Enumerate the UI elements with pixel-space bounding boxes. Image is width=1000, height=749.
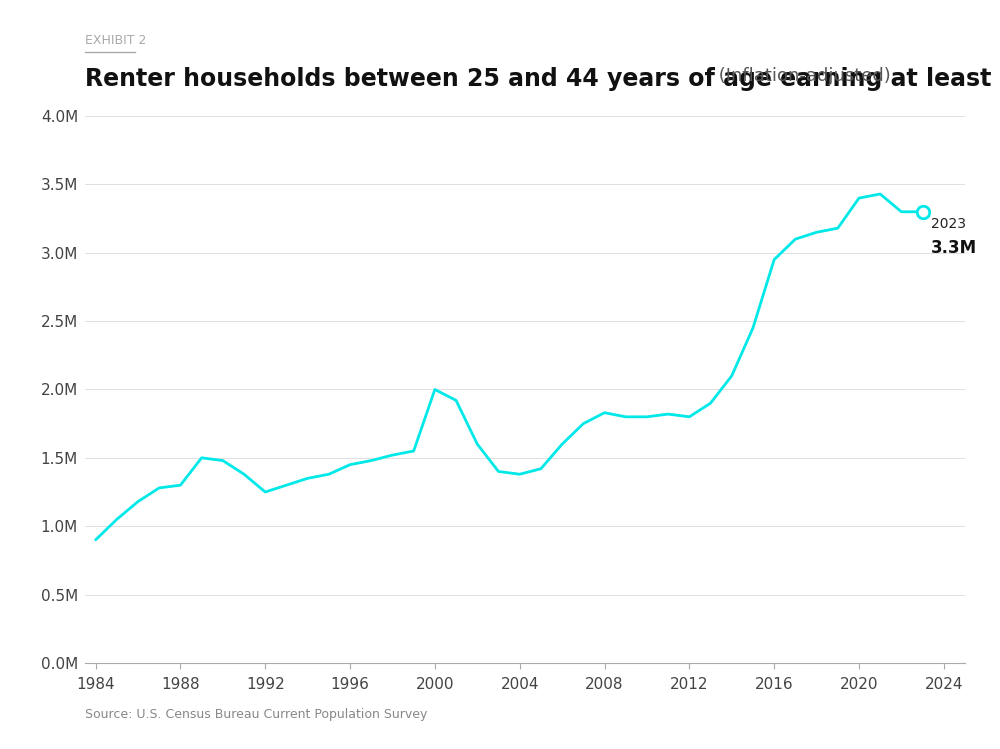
Text: Renter households between 25 and 44 years of age earning at least $75,000: Renter households between 25 and 44 year…	[85, 67, 1000, 91]
Text: 2023: 2023	[931, 217, 966, 231]
Text: (Inflation-adjusted): (Inflation-adjusted)	[713, 67, 891, 85]
Text: EXHIBIT 2: EXHIBIT 2	[85, 34, 146, 46]
Text: Source: U.S. Census Bureau Current Population Survey: Source: U.S. Census Bureau Current Popul…	[85, 708, 427, 721]
Text: 3.3M: 3.3M	[931, 239, 977, 257]
